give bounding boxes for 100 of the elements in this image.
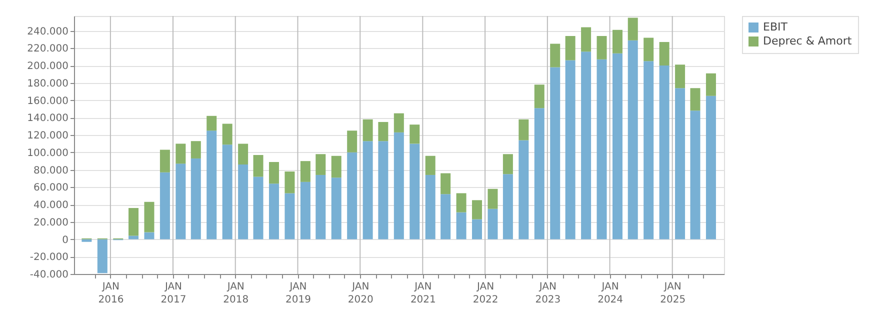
bar [362,119,373,142]
bar [659,42,670,66]
x-tick-label: JAN 2016 [98,282,124,306]
bar [456,193,466,212]
bar [378,141,388,240]
bar [675,88,686,240]
bar [284,171,295,194]
bar [316,174,326,240]
bar [690,88,700,111]
bar [238,144,248,165]
bar [190,141,201,158]
legend-label: Deprec & Amort [763,34,852,48]
bar [410,124,420,144]
bar [565,36,576,60]
bar [160,172,170,240]
bar [160,150,170,172]
bar [176,144,186,164]
bar [550,44,560,68]
bar [331,178,342,240]
bar [472,200,482,220]
bar [128,236,139,240]
y-tick-label: 200.000 [27,61,68,72]
bar [518,119,529,140]
bar [190,158,201,240]
bar [425,156,436,175]
bar [347,130,358,152]
bar [97,239,108,274]
bar [347,152,358,240]
bar [268,184,279,240]
y-tick-label: 140.000 [27,113,68,124]
y-tick-label: 240.000 [27,26,68,38]
bar [300,161,310,182]
bar [378,122,388,142]
bar [253,176,264,240]
x-tick-label: JAN 2023 [535,282,561,306]
y-tick-label: 160.000 [27,96,68,107]
bar [362,141,373,240]
y-tick-label: 120.000 [27,130,68,142]
bar [644,61,654,240]
y-tick-label: 40.000 [34,200,68,212]
bar [644,38,654,62]
bar [534,84,544,108]
y-tick-label: 60.000 [34,182,68,194]
legend-label: EBIT [763,20,788,34]
bar [206,116,217,131]
bar [596,59,607,240]
bar [176,164,186,240]
bar [550,67,560,240]
bar [300,182,310,240]
bar [612,30,622,54]
bar [706,73,716,96]
bar [534,108,544,240]
bar [502,154,513,174]
bar [394,132,404,240]
bar [612,53,622,240]
bar [675,64,686,88]
x-tick-label: JAN 2024 [598,282,624,306]
bar [472,219,482,240]
bar [425,174,436,240]
bar [331,156,342,178]
bar [565,60,576,240]
y-tick-label: 0 [62,234,68,246]
y-tick-label: 100.000 [27,148,68,159]
bar [628,40,638,240]
bar [440,194,451,240]
bar [502,174,513,240]
bar [581,52,592,240]
bar [238,164,248,240]
x-tick-label: JAN 2025 [660,282,686,306]
bar [316,154,326,175]
y-tick-label: 80.000 [34,165,68,176]
bar [206,130,217,240]
y-tick-label: -20.000 [30,252,68,264]
y-tick-label: 20.000 [34,217,68,228]
x-tick-label: JAN 2017 [160,282,186,306]
bar [488,188,498,209]
bar [144,232,154,240]
bar [518,140,529,240]
y-tick-label: -40.000 [30,270,68,280]
y-tick-label: 220.000 [27,44,68,55]
bar [596,36,607,60]
y-tick-label: 180.000 [27,78,68,90]
x-tick-label: JAN 2022 [472,282,498,306]
bar [488,208,498,240]
bar [222,144,232,240]
bar [456,212,466,240]
bar [128,208,139,236]
bar [82,239,92,242]
bar [144,202,154,232]
bar [581,27,592,52]
bar [659,66,670,240]
bar [440,173,451,194]
x-tick-label: JAN 2019 [286,282,311,306]
bar [628,18,638,40]
bar [268,162,279,184]
bar [410,144,420,240]
bar [284,193,295,240]
bar [706,96,716,240]
bar [222,124,232,145]
bar [394,113,404,132]
